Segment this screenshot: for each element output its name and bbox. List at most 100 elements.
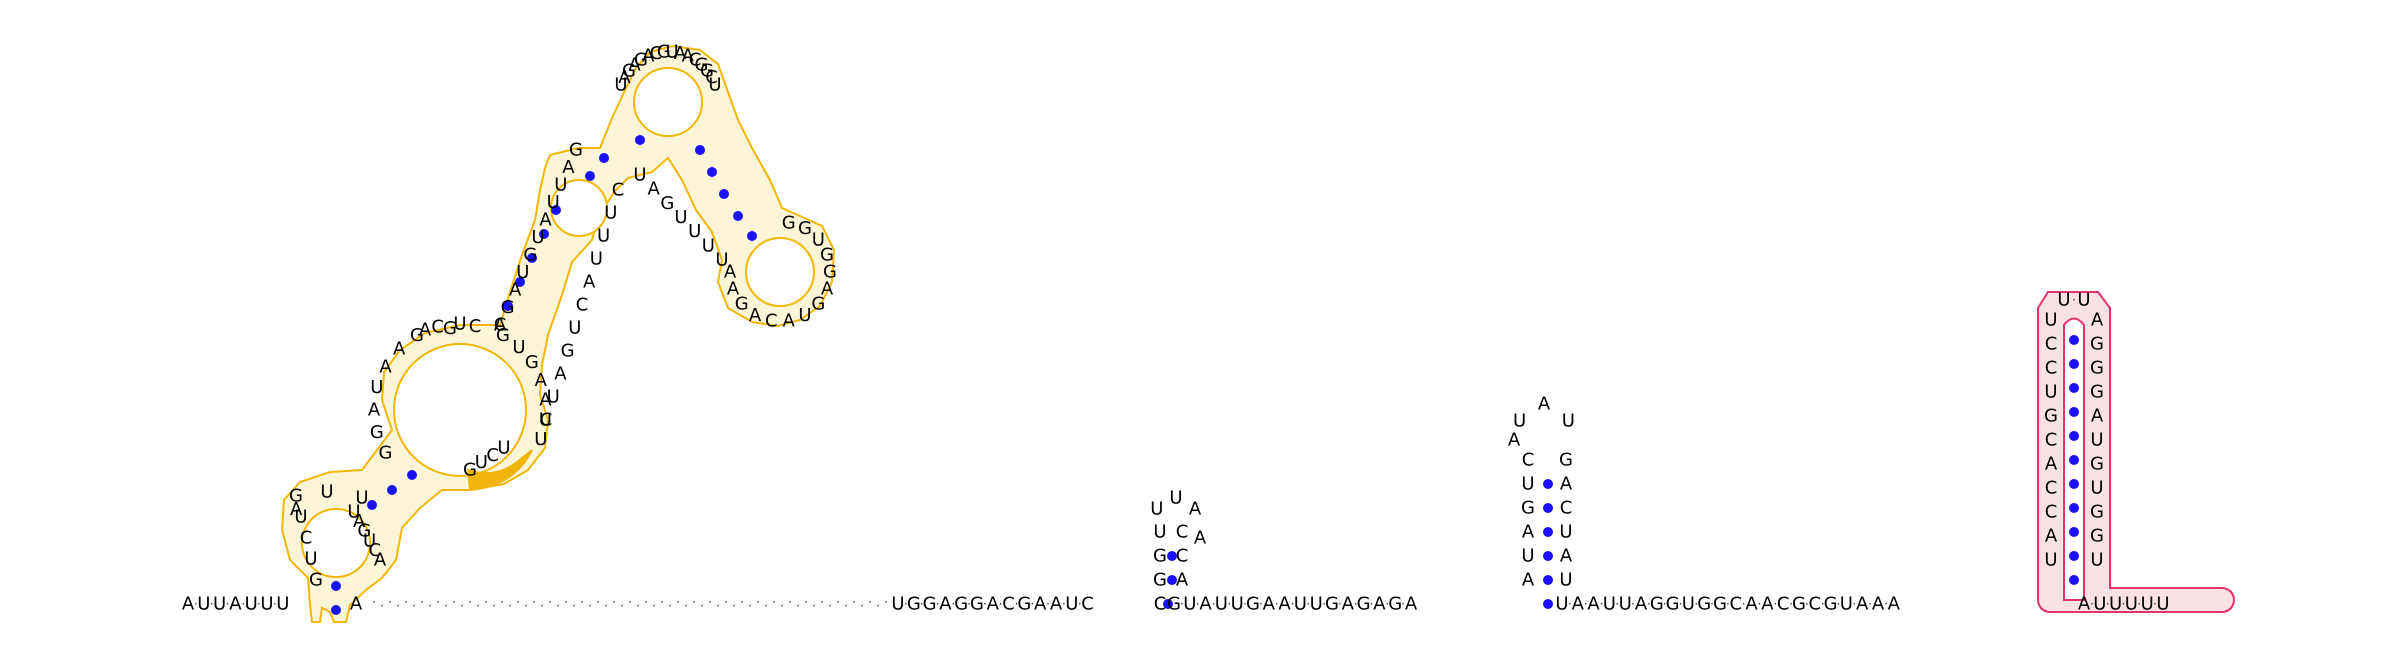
orange-base: A xyxy=(535,370,548,391)
stem-small-loop-base: A xyxy=(1194,528,1207,549)
stem-small-left-base: U xyxy=(1153,522,1166,543)
orange-base: U xyxy=(666,42,679,63)
unresolved-dot: · xyxy=(844,599,848,613)
backbone-link: · xyxy=(1726,597,1730,611)
orange-base: C xyxy=(765,311,778,332)
backbone-base: U xyxy=(2093,594,2106,615)
stem-pink-right-base: U xyxy=(2090,430,2103,451)
unresolved-dot: · xyxy=(628,595,632,609)
stem-mid-right-base: U xyxy=(1559,522,1572,543)
stem-pink-left-base: G xyxy=(2044,406,2058,427)
unresolved-dot: · xyxy=(604,599,608,613)
base-pair-dot-icon xyxy=(2069,551,2079,561)
base-pair-dot-icon xyxy=(2069,359,2079,369)
backbone-link: · xyxy=(1758,597,1762,611)
unresolved-dot: · xyxy=(644,595,648,609)
backbone-base: C xyxy=(1809,594,1822,615)
stem-small-left-base: G xyxy=(1153,570,1167,591)
backbone-link: · xyxy=(1568,597,1572,611)
backbone-base: G xyxy=(954,594,968,615)
orange-base: U xyxy=(547,192,560,213)
unresolved-dot: · xyxy=(452,595,456,609)
unresolved-dot: · xyxy=(412,599,416,613)
base-pair-dot-icon xyxy=(2069,407,2079,417)
backbone-base: U xyxy=(1603,594,1616,615)
backbone-link: · xyxy=(1852,597,1856,611)
orange-base: C xyxy=(469,316,482,337)
unresolved-dot: · xyxy=(588,599,592,613)
unresolved-dot: · xyxy=(564,595,568,609)
backbone-link: · xyxy=(1306,597,1310,611)
backbone-base: U xyxy=(1619,594,1632,615)
orange-base: U xyxy=(568,318,581,339)
orange-base: U xyxy=(370,377,383,398)
orange-base: U xyxy=(294,507,307,528)
unresolved-dot: · xyxy=(532,595,536,609)
orange-base: G xyxy=(823,262,837,283)
backbone-base: U xyxy=(2141,594,2154,615)
backbone-link: · xyxy=(1821,597,1825,611)
unresolved-dot: · xyxy=(724,595,728,609)
base-pair-dot-icon xyxy=(331,605,341,615)
base-pair-dot-icon xyxy=(2069,455,2079,465)
backbone-link: · xyxy=(241,597,245,611)
backbone-link: · xyxy=(1647,597,1651,611)
backbone-base: A xyxy=(987,594,1000,615)
orange-base: A xyxy=(724,262,737,283)
stem-mid-right-base: A xyxy=(1560,546,1573,567)
base-pair-dot-icon xyxy=(1543,551,1553,561)
backbone-base: A xyxy=(1263,594,1276,615)
unresolved-dot: · xyxy=(556,599,560,613)
stem-small-loop-base: U xyxy=(1150,499,1163,520)
stem-pink-right-base: U xyxy=(2090,478,2103,499)
stem-pink-right-base: G xyxy=(2090,454,2104,475)
backbone-base: U xyxy=(1310,594,1323,615)
backbone-link: · xyxy=(1062,597,1066,611)
stem-pink-right-base: G xyxy=(2090,502,2104,523)
backbone-base: U xyxy=(1840,594,1853,615)
stem-mid-left-base: G xyxy=(1521,498,1535,519)
backbone-base: A xyxy=(1761,594,1774,615)
unresolved-dot: · xyxy=(380,599,384,613)
stem-base: C xyxy=(1154,594,1167,615)
backbone-base: G xyxy=(907,594,921,615)
unresolved-dot: · xyxy=(524,599,528,613)
orange-base: A xyxy=(562,157,575,178)
backbone-link: · xyxy=(1338,597,1342,611)
unresolved-dot: · xyxy=(572,599,576,613)
unresolved-dot: · xyxy=(796,599,800,613)
unresolved-dot: · xyxy=(492,599,496,613)
orange-base: A xyxy=(368,400,381,421)
orange-base: G xyxy=(622,60,636,81)
unresolved-dot: · xyxy=(788,595,792,609)
base-pair-dot-icon xyxy=(635,135,645,145)
stem-mid-loop-base: A xyxy=(1508,430,1521,451)
backbone-base: U xyxy=(1215,594,1228,615)
unresolved-dot: · xyxy=(812,599,816,613)
backbone-link: · xyxy=(1789,597,1793,611)
orange-base: A xyxy=(374,550,387,571)
orange-base: A xyxy=(353,511,366,532)
orange-base: A xyxy=(749,305,762,326)
orange-base: U xyxy=(497,438,510,459)
stem-pink-loop-base: U xyxy=(2077,290,2090,311)
stem-mid-left-base: A xyxy=(1522,522,1535,543)
unresolved-dot: · xyxy=(708,595,712,609)
backbone-left-base: A xyxy=(229,594,242,615)
base-pair-dot-icon xyxy=(719,189,729,199)
unresolved-dot: · xyxy=(484,595,488,609)
stem-mid-left-base: U xyxy=(1521,474,1534,495)
backbone-base: G xyxy=(1792,594,1806,615)
orange-base: G xyxy=(735,294,749,315)
unresolved-dot: · xyxy=(740,595,744,609)
backbone-left-base: A xyxy=(350,594,363,615)
backbone-base: U xyxy=(1682,594,1695,615)
backbone-left-base: A xyxy=(182,594,195,615)
orange-base: C xyxy=(431,316,444,337)
stem-mid-right-base: C xyxy=(1560,498,1573,519)
orange-base: G xyxy=(820,244,834,265)
unresolved-dot: · xyxy=(396,599,400,613)
orange-base: U xyxy=(708,74,721,95)
orange-base: U xyxy=(539,410,552,431)
orange-base: U xyxy=(633,165,646,186)
